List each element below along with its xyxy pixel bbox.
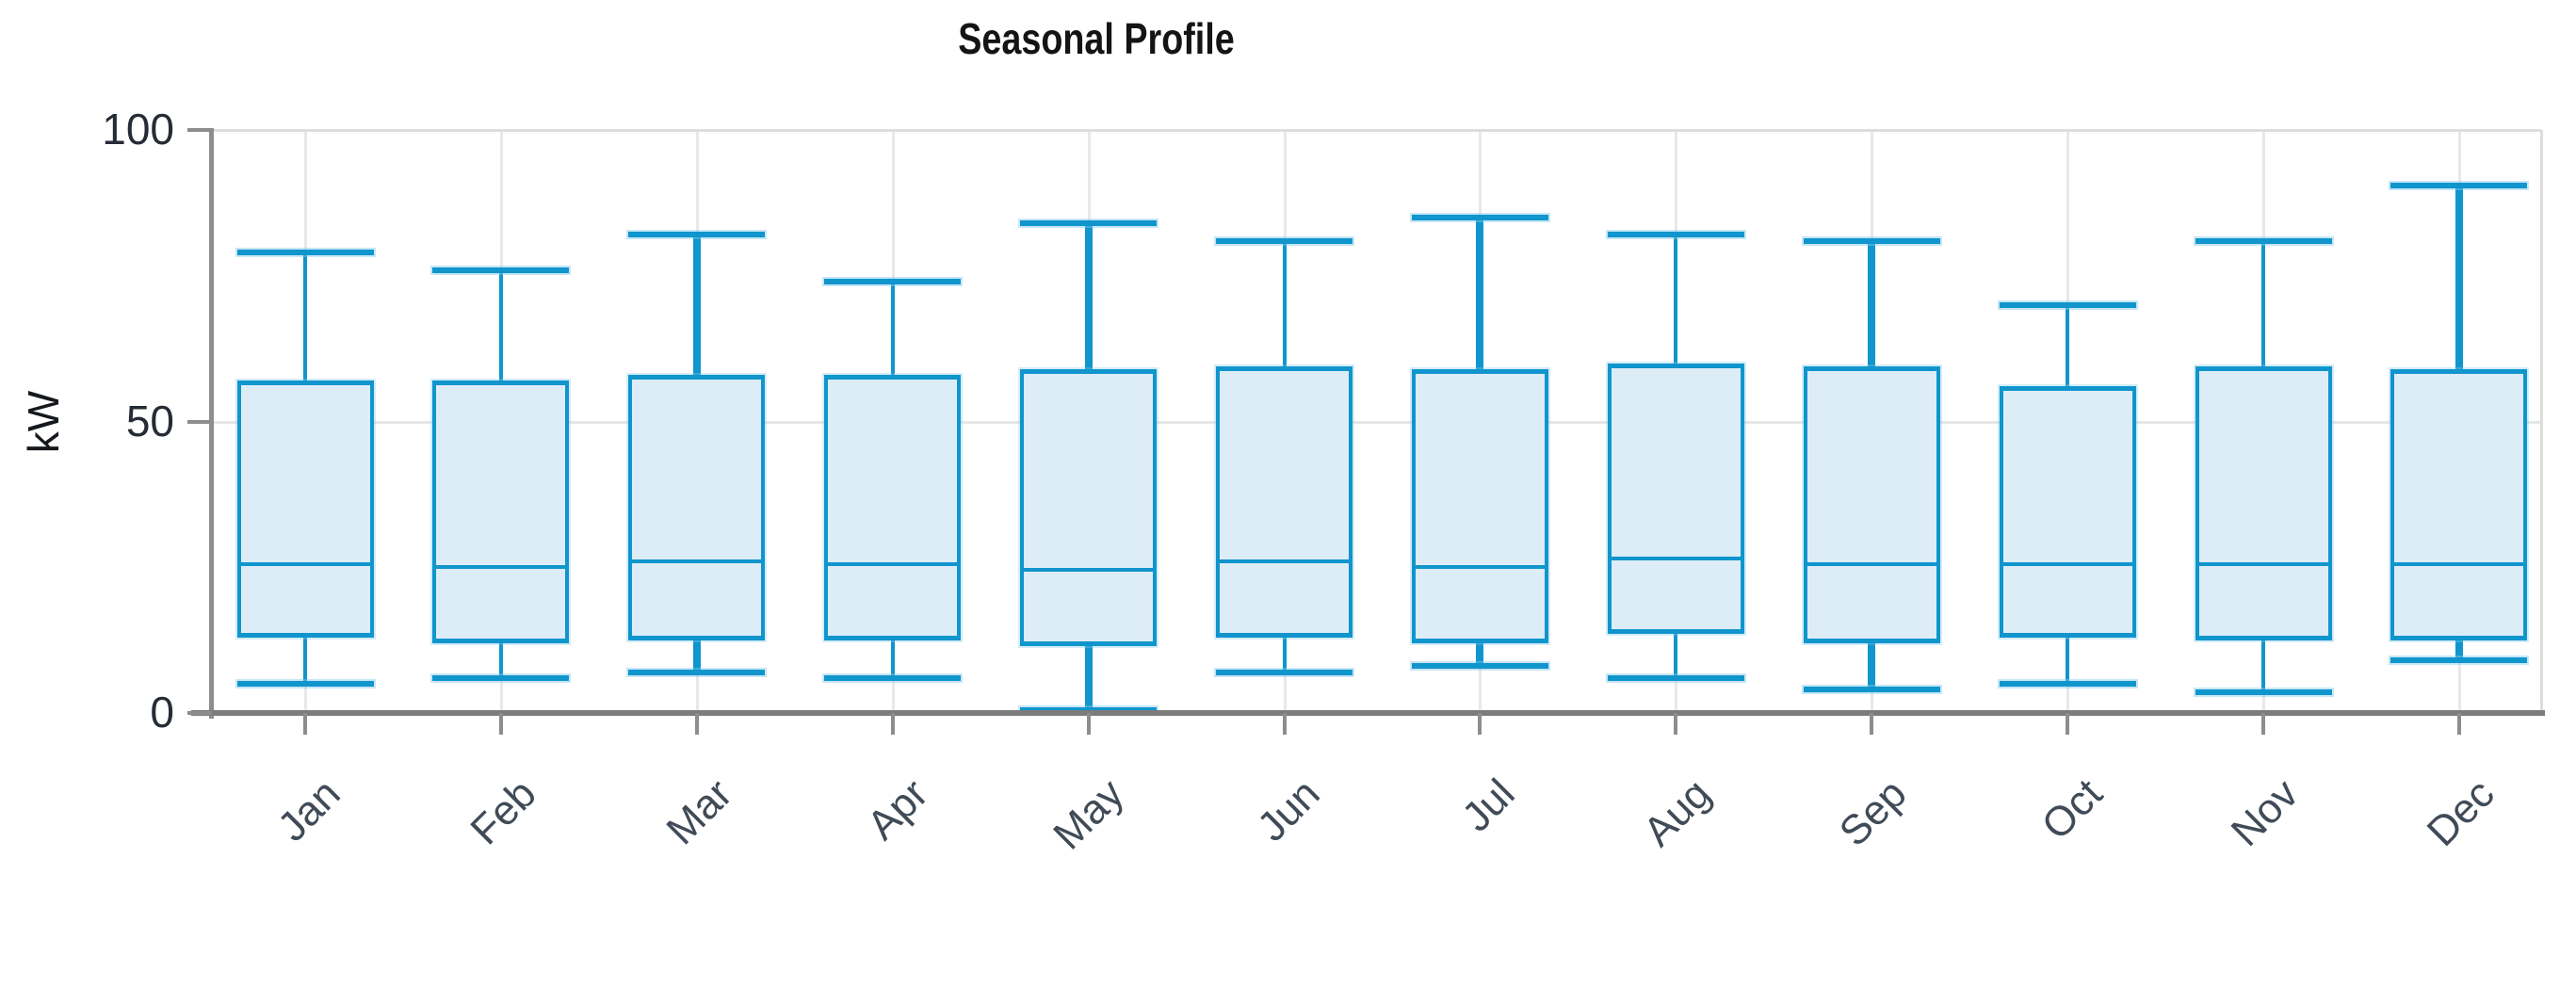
upper-whisker-stem: [2261, 240, 2265, 366]
min-whisker-cap: [1216, 669, 1353, 675]
median-line: [1611, 556, 1741, 560]
x-axis-line: [191, 710, 2545, 716]
median-line: [1220, 559, 1349, 564]
median-line: [1806, 562, 1936, 567]
lower-whisker-stem: [303, 637, 307, 685]
upper-whisker-stem: [1868, 240, 1876, 366]
max-whisker-cap: [824, 278, 962, 284]
lower-whisker-stem: [890, 640, 895, 678]
lower-whisker-stem: [1282, 637, 1287, 672]
y-tick-label-50: 50: [125, 396, 174, 445]
x-tick-mark: [890, 713, 895, 735]
max-whisker-cap: [1999, 301, 2136, 308]
min-whisker-cap: [1803, 687, 1940, 693]
upper-whisker-stem: [1674, 235, 1678, 364]
plot-top-border: [212, 129, 2541, 132]
max-whisker-cap: [1411, 214, 1548, 220]
iqr-box[interactable]: [1020, 368, 1158, 646]
x-tick-mark: [1870, 713, 1874, 735]
iqr-box[interactable]: [1216, 365, 1353, 638]
iqr-box[interactable]: [628, 374, 766, 640]
max-whisker-cap: [1216, 237, 1353, 244]
min-whisker-cap: [1607, 674, 1744, 681]
upper-whisker-stem: [1084, 223, 1093, 369]
median-line: [828, 562, 958, 567]
iqr-box[interactable]: [1411, 368, 1548, 643]
horizontal-gridline-50: [212, 420, 2541, 424]
y-tick-label-0: 0: [150, 687, 174, 737]
max-whisker-cap: [1803, 237, 1940, 244]
lower-whisker-stem: [1084, 645, 1093, 710]
max-whisker-cap: [1607, 232, 1744, 238]
x-tick-mark: [694, 713, 699, 735]
min-whisker-cap: [2195, 689, 2332, 696]
max-whisker-cap: [1020, 220, 1158, 227]
iqr-box[interactable]: [236, 381, 374, 638]
y-axis-line: [209, 128, 214, 719]
iqr-box[interactable]: [1999, 386, 2136, 638]
y-tick-mark: [187, 419, 212, 424]
y-tick-mark: [187, 128, 212, 132]
x-tick-mark: [1086, 713, 1091, 735]
median-line: [2394, 562, 2524, 567]
lower-whisker-stem: [2261, 640, 2265, 693]
upper-whisker-stem: [2454, 185, 2463, 369]
median-line: [1415, 565, 1545, 570]
max-whisker-cap: [432, 267, 570, 273]
iqr-box[interactable]: [2195, 365, 2332, 640]
x-tick-mark: [1674, 713, 1678, 735]
lower-whisker-stem: [2454, 640, 2463, 661]
max-whisker-cap: [628, 232, 766, 238]
min-whisker-cap: [628, 669, 766, 675]
min-whisker-cap: [1999, 681, 2136, 688]
min-whisker-cap: [432, 674, 570, 681]
lower-whisker-stem: [1868, 642, 1876, 690]
upper-whisker-stem: [1282, 240, 1287, 366]
lower-whisker-stem: [498, 642, 503, 678]
max-whisker-cap: [2195, 237, 2332, 244]
iqr-box[interactable]: [1607, 363, 1744, 635]
median-line: [2002, 562, 2132, 567]
x-tick-mark: [303, 713, 307, 735]
lower-whisker-stem: [692, 640, 701, 672]
x-tick-mark: [1478, 713, 1482, 735]
upper-whisker-stem: [890, 281, 895, 375]
x-tick-mark: [2066, 713, 2070, 735]
median-line: [2198, 562, 2328, 567]
upper-whisker-stem: [303, 251, 307, 381]
upper-whisker-stem: [498, 269, 503, 381]
upper-whisker-stem: [2066, 304, 2070, 387]
upper-whisker-stem: [692, 235, 701, 375]
min-whisker-cap: [1411, 663, 1548, 670]
max-whisker-cap: [236, 249, 374, 255]
plot-right-border: [2540, 130, 2543, 713]
min-whisker-cap: [236, 681, 374, 688]
seasonal-profile-chart: Seasonal Profile kW 0 50 100 Jan Feb Mar Apr Ma…: [19, 14, 2545, 859]
median-line: [632, 559, 762, 564]
upper-whisker-stem: [1476, 217, 1484, 369]
median-line: [240, 562, 370, 567]
chart-title: Seasonal Profile: [958, 14, 1235, 63]
min-whisker-cap: [824, 674, 962, 681]
x-tick-mark: [2456, 713, 2461, 735]
min-whisker-cap: [2390, 657, 2528, 664]
iqr-box[interactable]: [1803, 365, 1940, 643]
max-whisker-cap: [2390, 182, 2528, 188]
lower-whisker-stem: [1476, 642, 1484, 667]
lower-whisker-stem: [2066, 637, 2070, 685]
iqr-box[interactable]: [824, 374, 962, 640]
iqr-box[interactable]: [432, 381, 570, 643]
x-tick-mark: [2261, 713, 2265, 735]
y-tick-mark: [187, 711, 212, 715]
y-tick-label-100: 100: [102, 104, 174, 154]
median-line: [1024, 568, 1154, 573]
min-whisker-cap: [1020, 706, 1158, 713]
x-tick-mark: [1282, 713, 1287, 735]
iqr-box[interactable]: [2390, 368, 2528, 640]
median-line: [436, 565, 566, 570]
x-tick-mark: [498, 713, 503, 735]
lower-whisker-stem: [1674, 634, 1678, 678]
